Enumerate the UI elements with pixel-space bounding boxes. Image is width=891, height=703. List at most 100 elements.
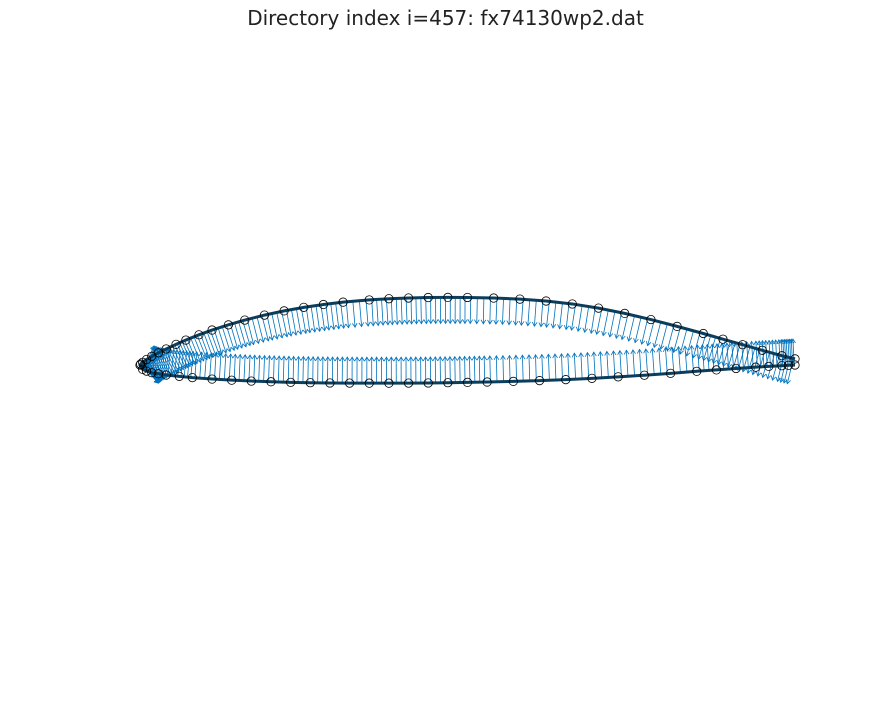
normal-arrow xyxy=(623,349,630,377)
normal-shaft xyxy=(238,321,247,347)
normal-arrow xyxy=(413,356,419,384)
normal-shaft xyxy=(210,330,220,356)
surface-point-marker xyxy=(174,371,184,381)
normal-arrow xyxy=(187,339,199,365)
normal-arrow xyxy=(286,310,294,337)
surface-point-marker xyxy=(534,376,545,386)
normal-head xyxy=(452,355,458,361)
normal-shaft xyxy=(206,331,217,357)
normal-arrow xyxy=(474,297,480,325)
normal-shaft xyxy=(233,354,236,381)
normal-shaft xyxy=(609,311,616,337)
normal-arrow xyxy=(447,355,453,383)
normal-arrow xyxy=(256,354,263,382)
normal-head xyxy=(295,355,302,361)
normal-head xyxy=(761,372,767,379)
normal-head xyxy=(330,325,337,331)
normal-head xyxy=(276,355,282,361)
normal-arrow xyxy=(276,355,282,382)
normal-shaft xyxy=(634,317,642,343)
normal-arrow xyxy=(271,313,280,340)
normal-arrow xyxy=(669,346,675,374)
surface-point-marker xyxy=(171,339,181,349)
normal-head xyxy=(364,356,370,362)
normal-head xyxy=(418,319,425,325)
normal-arrow xyxy=(271,355,277,382)
surface-point-marker xyxy=(384,294,394,304)
surface-point-marker xyxy=(384,378,394,388)
normal-arrow xyxy=(310,306,318,333)
normal-arrow xyxy=(578,352,584,379)
normal-arrow xyxy=(417,356,424,384)
normal-arrow xyxy=(457,355,463,383)
normal-head xyxy=(539,353,545,359)
normal-head xyxy=(447,319,453,325)
normal-arrow xyxy=(704,343,711,371)
normal-arrow xyxy=(310,355,316,383)
normal-shaft xyxy=(673,327,681,353)
normal-arrow xyxy=(300,355,307,383)
normal-shaft xyxy=(238,354,241,381)
surface-point-marker xyxy=(593,303,604,313)
normal-arrow xyxy=(724,342,730,370)
normal-head xyxy=(349,356,355,362)
surface-point-marker xyxy=(240,315,250,325)
normal-head xyxy=(709,343,716,349)
normal-arrow xyxy=(335,302,342,330)
normal-head xyxy=(227,353,234,359)
normal-shaft xyxy=(381,299,384,326)
normal-head xyxy=(519,354,526,360)
normal-arrow xyxy=(251,318,261,345)
normal-head xyxy=(311,327,318,333)
normal-head xyxy=(383,356,390,362)
normal-arrow xyxy=(526,354,532,381)
normal-shaft xyxy=(410,297,412,324)
normal-shaft xyxy=(190,337,201,363)
normal-arrow xyxy=(591,351,597,379)
normal-head xyxy=(345,323,351,329)
normal-arrow xyxy=(181,341,194,367)
normal-shaft xyxy=(696,345,700,372)
normal-head xyxy=(213,352,219,358)
normal-arrow xyxy=(571,352,578,380)
normal-shaft xyxy=(187,351,191,378)
normal-shaft xyxy=(535,354,537,381)
normal-shaft xyxy=(473,356,476,383)
normal-shaft xyxy=(515,355,518,382)
normal-head xyxy=(335,324,342,330)
normal-head xyxy=(575,326,582,332)
normal-arrow xyxy=(266,314,275,341)
normal-head xyxy=(198,351,205,357)
normal-head xyxy=(601,331,607,337)
normal-arrow xyxy=(225,325,236,352)
normal-shaft xyxy=(295,308,302,335)
normal-head xyxy=(620,334,626,341)
normal-shaft xyxy=(386,298,389,325)
normal-shaft xyxy=(651,348,655,375)
surface-point-marker xyxy=(777,351,787,361)
normal-head xyxy=(652,342,658,349)
normal-shaft xyxy=(584,306,590,333)
surface-point-marker xyxy=(338,297,348,307)
normal-head xyxy=(268,335,275,341)
normal-arrow xyxy=(544,301,550,328)
normal-head xyxy=(480,319,487,325)
normal-head xyxy=(474,319,480,325)
normal-shaft xyxy=(271,313,278,340)
normal-shaft xyxy=(765,340,768,367)
surface-point-marker xyxy=(613,372,623,382)
normal-head xyxy=(408,356,414,362)
normal-shaft xyxy=(580,352,583,379)
normal-arrow xyxy=(499,298,506,326)
normal-head xyxy=(552,353,558,359)
normal-head xyxy=(532,353,539,359)
normal-arrow xyxy=(286,355,292,383)
normal-shaft xyxy=(691,345,694,372)
normal-shaft xyxy=(534,300,537,327)
normal-shaft xyxy=(621,314,629,340)
normal-head xyxy=(531,321,538,327)
normal-shaft xyxy=(251,318,259,344)
normal-head xyxy=(329,356,336,362)
surface-point-marker xyxy=(783,360,794,370)
